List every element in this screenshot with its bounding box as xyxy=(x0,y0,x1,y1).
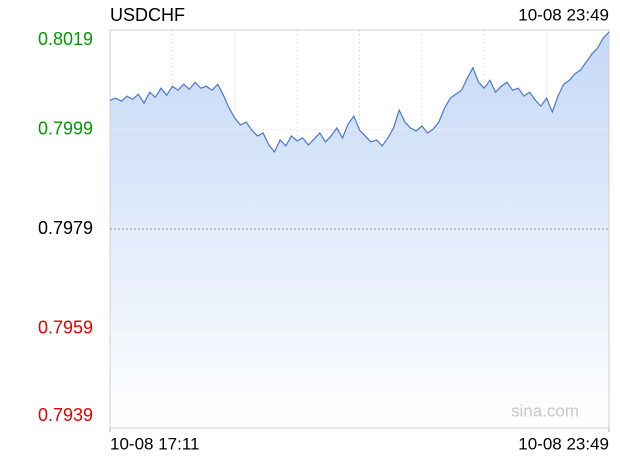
x-tick-label: 10-08 17:11 xyxy=(110,434,199,453)
y-tick-label: 0.7939 xyxy=(38,405,93,425)
y-tick-label: 0.8019 xyxy=(38,29,93,49)
line xyxy=(109,31,610,154)
updated-time: 10-08 23:49 xyxy=(518,5,609,24)
watermark: sina.com xyxy=(511,401,579,420)
y-tick-label: 0.7999 xyxy=(38,118,93,138)
chart-title: USDCHF xyxy=(110,5,185,25)
y-tick-label: 0.7959 xyxy=(38,317,93,337)
x-tick-label: 10-08 23:49 xyxy=(518,434,609,453)
y-tick-label: 0.7979 xyxy=(38,218,93,238)
